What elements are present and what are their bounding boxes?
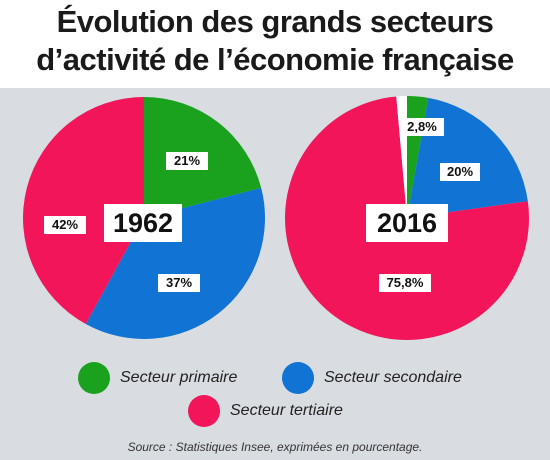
legend-swatch-secondaire bbox=[282, 362, 314, 394]
data-label-2016-primaire: 2,8% bbox=[400, 118, 444, 136]
chart-title-line-2: d’activité de l’économie française bbox=[36, 42, 514, 77]
year-label-2016: 2016 bbox=[366, 204, 448, 242]
data-label-2016-tertiaire: 75,8% bbox=[379, 274, 431, 292]
source-note: Source : Statistiques Insee, exprimées e… bbox=[127, 440, 423, 454]
legend-swatch-tertiaire bbox=[188, 395, 220, 427]
pie-slice-1962-tertiaire bbox=[23, 97, 144, 325]
title-area: Évolution des grands secteurs d’activité… bbox=[0, 0, 550, 88]
data-label-2016-secondaire: 20% bbox=[440, 163, 480, 181]
data-label-1962-tertiaire: 42% bbox=[44, 216, 86, 234]
data-label-1962-secondaire: 37% bbox=[158, 274, 200, 292]
legend-swatch-primaire bbox=[78, 362, 110, 394]
chart-title-line-1: Évolution des grands secteurs bbox=[56, 4, 494, 39]
data-label-1962-primaire: 21% bbox=[166, 152, 208, 170]
legend-label-tertiaire: Secteur tertiaire bbox=[230, 402, 343, 419]
year-label-1962: 1962 bbox=[104, 204, 182, 242]
pie-slice-1962-secondaire bbox=[85, 187, 265, 339]
legend-label-secondaire: Secteur secondaire bbox=[324, 369, 462, 386]
legend-label-primaire: Secteur primaire bbox=[120, 369, 238, 386]
